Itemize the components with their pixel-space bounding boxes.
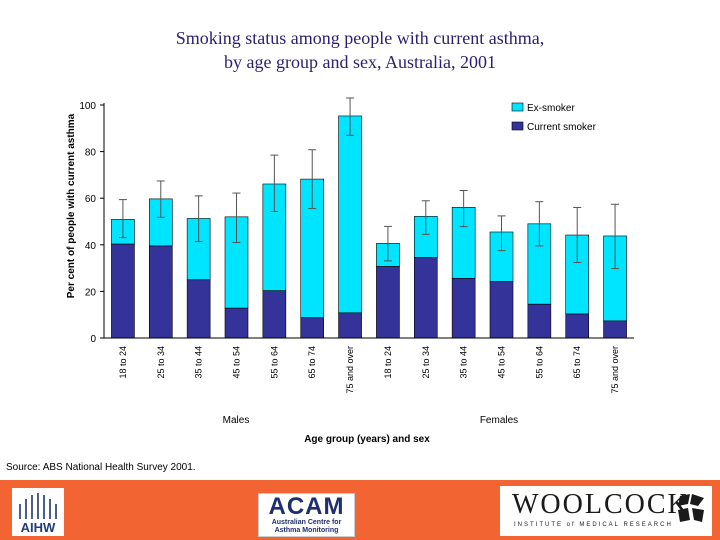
woolcock-logo: WOOLCOCK INSTITUTE of MEDICAL RESEARCH <box>500 486 712 536</box>
aihw-emblem-icon <box>19 493 57 519</box>
error-bar-0 <box>118 199 127 239</box>
group-label-females: Females <box>480 415 518 426</box>
error-bar-10 <box>497 215 506 252</box>
x-tick-label-11: 55 to 64 <box>534 346 544 379</box>
bar-current-smoker-6 <box>338 312 362 339</box>
error-bar-7 <box>383 225 392 262</box>
aihw-logo-text: AIHW <box>20 520 56 535</box>
error-bars-layer <box>118 97 620 270</box>
tick-labels-layer: 18 to 24 25 to 34 35 to 44 45 to 54 55 to 64… <box>79 101 620 394</box>
woolcock-logo-text: WOOLCOCK <box>512 489 690 520</box>
x-tick-label-8: 25 to 34 <box>421 346 431 379</box>
chart-title-line-1: Smoking status among people with current… <box>175 28 545 48</box>
x-axis-label: Age group (years) and sex <box>304 434 430 445</box>
source-note: Source: ABS National Health Survey 2001. <box>6 462 196 473</box>
error-bar-12 <box>573 207 582 264</box>
axes-layer <box>100 103 634 339</box>
error-bar-11 <box>535 201 544 247</box>
y-tick-label-0: 0 <box>90 334 96 345</box>
acam-subtitle-line-2: Asthma Monitoring <box>274 527 339 534</box>
acam-logo: ACAM Australian Centre for Asthma Monito… <box>258 493 355 537</box>
bar-current-smoker-13 <box>603 320 627 339</box>
bar-current-smoker-5 <box>300 317 325 339</box>
legend: Ex-smoker Current smoker <box>511 102 597 133</box>
legend-swatch-current-smoker <box>511 121 524 131</box>
aihw-logo: AIHW <box>12 488 64 536</box>
x-tick-label-12: 65 to 74 <box>572 346 582 379</box>
y-tick-label-5: 100 <box>79 101 96 112</box>
bar-current-smoker-4 <box>262 290 287 339</box>
error-bar-2 <box>194 195 203 243</box>
y-axis-label: Per cent of people with current asthma <box>66 113 77 298</box>
bar-current-smoker-9 <box>451 278 476 339</box>
x-tick-label-6: 75 and over <box>345 346 355 394</box>
stacked-bar-chart: 18 to 24 25 to 34 35 to 44 45 to 54 55 to 64… <box>66 97 634 445</box>
x-tick-label-10: 45 to 54 <box>497 346 507 379</box>
x-tick-label-2: 35 to 44 <box>194 346 204 379</box>
error-bar-9 <box>459 190 468 228</box>
acam-logo-text: ACAM <box>268 493 345 520</box>
legend-label-ex-smoker: Ex-smoker <box>527 103 575 114</box>
error-bar-13 <box>611 203 620 270</box>
error-bar-3 <box>232 192 241 243</box>
bar-current-smoker-10 <box>489 281 514 339</box>
woolcock-logo-subtitle: INSTITUTE of MEDICAL RESEARCH <box>514 522 673 528</box>
chart-title: Smoking status among people with current… <box>0 26 720 74</box>
x-tick-label-0: 18 to 24 <box>118 346 128 379</box>
y-tick-label-2: 40 <box>85 241 97 252</box>
error-bar-1 <box>156 180 165 218</box>
x-tick-label-5: 65 to 74 <box>307 346 317 379</box>
bar-ex-smoker-6 <box>338 115 362 314</box>
bar-current-smoker-12 <box>565 313 590 339</box>
x-tick-label-9: 35 to 44 <box>459 346 469 379</box>
error-bar-6 <box>346 97 355 136</box>
error-bar-8 <box>421 200 430 235</box>
woolcock-emblem-icon <box>678 494 704 522</box>
x-tick-label-7: 18 to 24 <box>383 346 393 379</box>
y-tick-label-3: 60 <box>85 194 97 205</box>
x-tick-label-4: 55 to 64 <box>269 346 279 379</box>
footer-bar: AIHW ACAM Australian Centre for Asthma M… <box>0 480 720 540</box>
y-tick-label-1: 20 <box>85 287 97 298</box>
bar-current-smoker-7 <box>376 266 400 339</box>
bar-current-smoker-8 <box>413 257 438 339</box>
bar-current-smoker-0 <box>111 243 135 339</box>
acam-subtitle-line-1: Australian Centre for <box>271 519 342 526</box>
chart-title-line-2: by age group and sex, Australia, 2001 <box>224 52 496 72</box>
bar-current-smoker-3 <box>224 307 249 339</box>
legend-swatch-ex-smoker <box>511 102 524 112</box>
x-tick-label-1: 25 to 34 <box>156 346 166 379</box>
legend-label-current-smoker: Current smoker <box>527 122 597 133</box>
acam-logo-subtitle: Australian Centre for Asthma Monitoring <box>259 519 354 535</box>
x-tick-label-3: 45 to 54 <box>232 346 242 379</box>
bars-layer <box>111 115 627 339</box>
error-bar-4 <box>270 154 279 212</box>
group-label-males: Males <box>223 415 250 426</box>
x-tick-label-13: 75 and over <box>610 346 620 394</box>
error-bar-5 <box>308 149 317 209</box>
bar-current-smoker-2 <box>186 279 211 339</box>
bar-current-smoker-11 <box>527 303 552 339</box>
y-tick-label-4: 80 <box>85 148 97 159</box>
bar-current-smoker-1 <box>148 245 173 339</box>
